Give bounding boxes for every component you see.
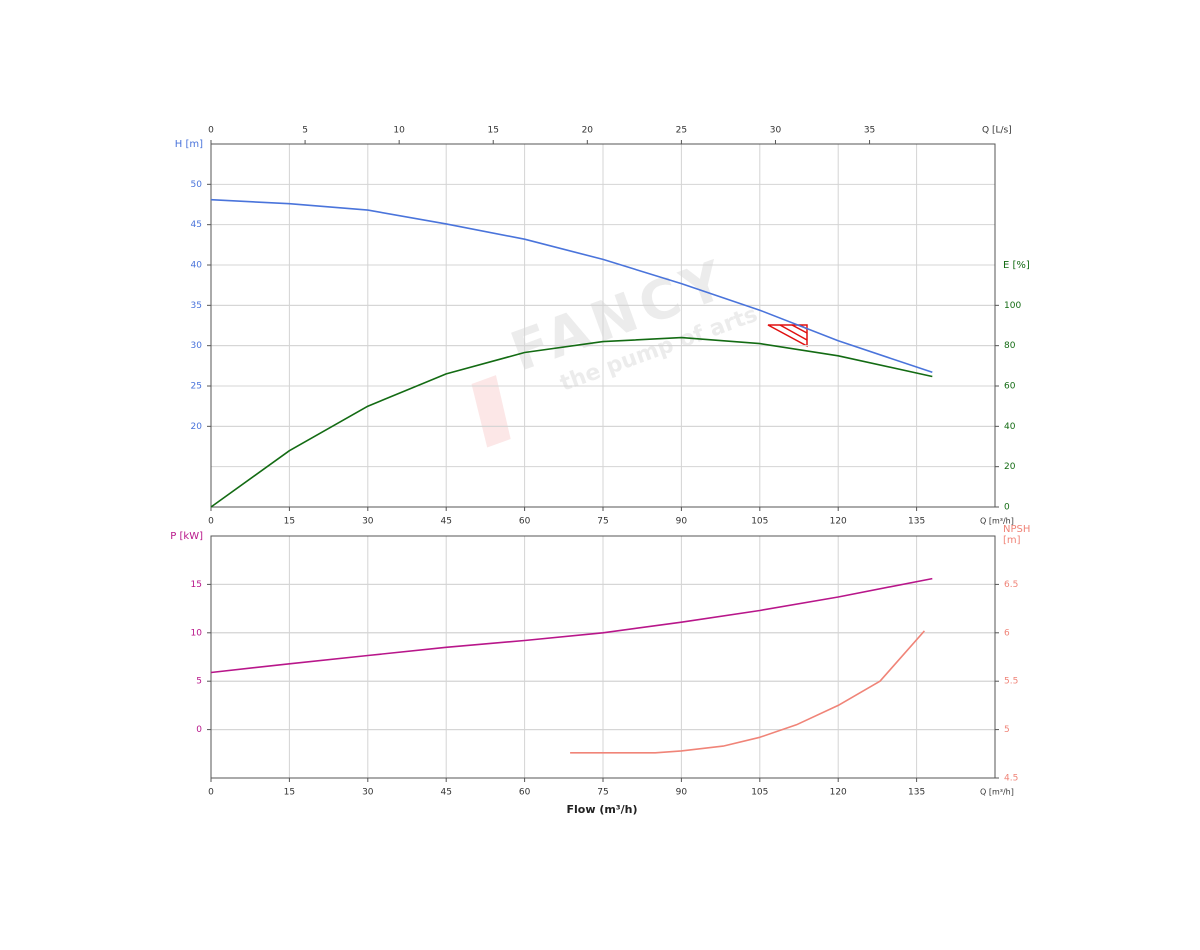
y2-tick-label: 20	[1004, 462, 1016, 472]
x-tick-label: 120	[830, 788, 847, 798]
x2-tick-label: 0	[208, 126, 214, 136]
x-tick-label: 105	[751, 788, 768, 798]
plot: 0 15 30 45 60 75 90 105 120 135 0 5 10 15 4.5 5 5.5 6 6.5 P…	[170, 524, 1030, 816]
y-tick-label: 15	[191, 580, 202, 590]
x-tick-label: 60	[519, 788, 531, 798]
x2-tick-label: 20	[582, 126, 594, 136]
x-tick-label: 45	[440, 517, 451, 527]
x-tick-label: 15	[284, 788, 295, 798]
x-tick-label: 30	[362, 788, 374, 798]
x-tick-label: 105	[751, 517, 768, 527]
y2-tick-label: 4.5	[1004, 774, 1018, 784]
x2-tick-label: 10	[393, 126, 405, 136]
curve	[210, 198, 933, 374]
x-tick-label: 90	[676, 788, 688, 798]
curve	[570, 630, 925, 754]
y2-axis-label: [m]	[1003, 535, 1021, 546]
y2-tick-label: 6	[1004, 628, 1010, 638]
marker-triangle	[767, 324, 808, 348]
y2-tick-label: 5.5	[1004, 677, 1018, 687]
x-tick-label: 30	[362, 517, 374, 527]
x2-tick-label: 35	[864, 126, 875, 136]
y-tick-label: 5	[196, 677, 202, 687]
x-axis-label: Q [m³/h]	[980, 517, 1014, 526]
x-tick-label: 135	[908, 788, 925, 798]
y-axis-label: P [kW]	[170, 531, 203, 542]
curve	[210, 577, 933, 674]
y2-tick-label: 6.5	[1004, 580, 1018, 590]
curve	[210, 336, 933, 508]
y-tick-label: 35	[191, 301, 202, 311]
y-tick-label: 40	[191, 261, 203, 271]
y2-tick-label: 0	[1004, 503, 1010, 513]
plot-frame	[210, 143, 996, 508]
y2-tick-label: 40	[1004, 422, 1016, 432]
x-tick-label: 75	[597, 788, 608, 798]
x-tick-label: 120	[830, 517, 847, 527]
y2-tick-label: 100	[1004, 301, 1021, 311]
y-tick-label: 0	[196, 725, 202, 735]
x-axis-label: Q [m³/h]	[980, 788, 1014, 797]
marker-hatch	[791, 324, 808, 334]
x-tick-label: 15	[284, 517, 295, 527]
x2-axis-label: Q [L/s]	[982, 126, 1012, 136]
y-tick-label: 10	[191, 628, 203, 638]
x-tick-label: 45	[440, 788, 451, 798]
x-tick-label: 0	[208, 517, 214, 527]
x-tick-label: 75	[597, 517, 608, 527]
marker-hatch	[779, 324, 808, 341]
y2-tick-label: 60	[1004, 382, 1016, 392]
y-tick-label: 50	[191, 180, 203, 190]
y2-tick-label: 5	[1004, 725, 1010, 735]
plot: 0 15 30 45 60 75 90 105 120 135 0 5 10 15 20 25 30 35 20 25…	[175, 126, 1030, 527]
y2-axis-label: E [%]	[1003, 260, 1030, 271]
y-tick-label: 30	[191, 341, 203, 351]
x-tick-label: 0	[208, 788, 214, 798]
x2-tick-label: 5	[302, 126, 308, 136]
x-axis-title: Flow (m³/h)	[566, 803, 637, 816]
x2-tick-label: 15	[488, 126, 499, 136]
watermark-logo	[471, 375, 511, 448]
x2-tick-label: 30	[770, 126, 782, 136]
y-tick-label: 20	[191, 422, 203, 432]
y2-axis-label: NPSH	[1003, 524, 1030, 535]
x-tick-label: 90	[676, 517, 688, 527]
x2-tick-label: 25	[676, 126, 687, 136]
plot-frame	[210, 535, 996, 779]
x-tick-label: 135	[908, 517, 925, 527]
y-tick-label: 45	[191, 220, 202, 230]
y-tick-label: 25	[191, 382, 202, 392]
y-axis-label: H [m]	[175, 139, 203, 150]
x-tick-label: 60	[519, 517, 531, 527]
y2-tick-label: 80	[1004, 341, 1016, 351]
